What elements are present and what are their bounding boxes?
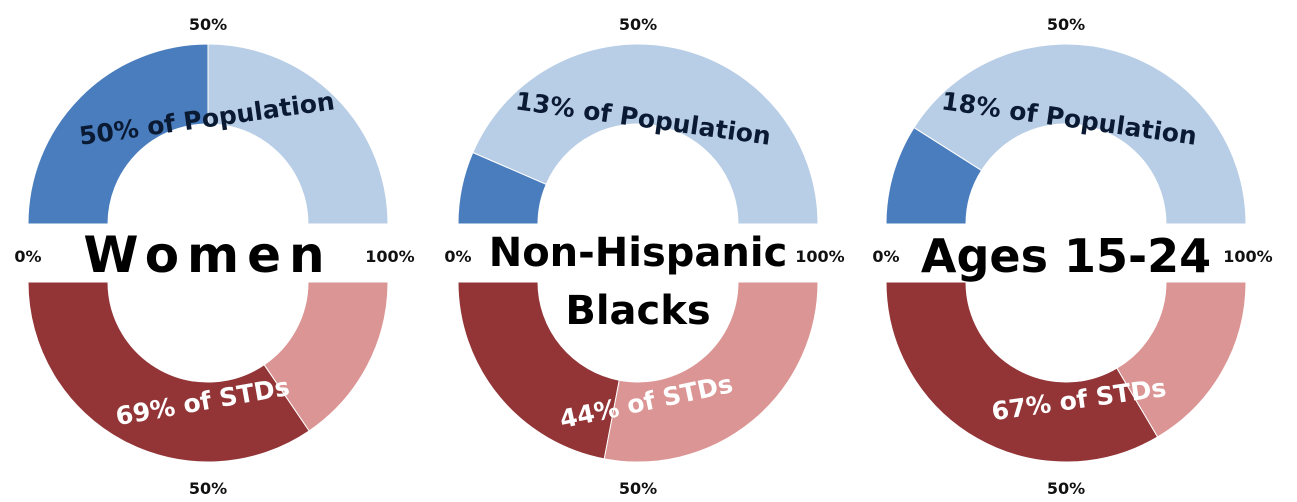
population-remainder-arc [913, 43, 1247, 225]
population-remainder-arc [472, 43, 819, 225]
scale-label-left: 0% [872, 247, 899, 266]
scale-label-bottom: 50% [1047, 479, 1085, 498]
std-remainder-arc [603, 281, 819, 463]
scale-label-top: 50% [619, 15, 657, 34]
std-remainder-arc [263, 281, 389, 432]
chart-title-line: Blacks [565, 288, 710, 334]
std-share-arc [457, 281, 620, 460]
scale-label-top: 50% [189, 15, 227, 34]
std-share-arc [27, 281, 310, 463]
scale-label-left: 0% [14, 247, 41, 266]
std-remainder-arc [1116, 281, 1247, 438]
scale-label-top: 50% [1047, 15, 1085, 34]
std-share-arc [885, 281, 1159, 463]
scale-label-right: 100% [1223, 247, 1272, 266]
chart-title-line: Non-Hispanic [489, 230, 788, 276]
population-remainder-arc [207, 43, 389, 225]
chart-title: Ages 15-24 [921, 229, 1211, 283]
scale-label-bottom: 50% [619, 479, 657, 498]
scale-label-bottom: 50% [189, 479, 227, 498]
scale-label-right: 100% [365, 247, 414, 266]
scale-label-right: 100% [795, 247, 844, 266]
population-share-arc [27, 43, 209, 225]
scale-label-left: 0% [444, 247, 471, 266]
chart-title: Women [83, 226, 332, 284]
